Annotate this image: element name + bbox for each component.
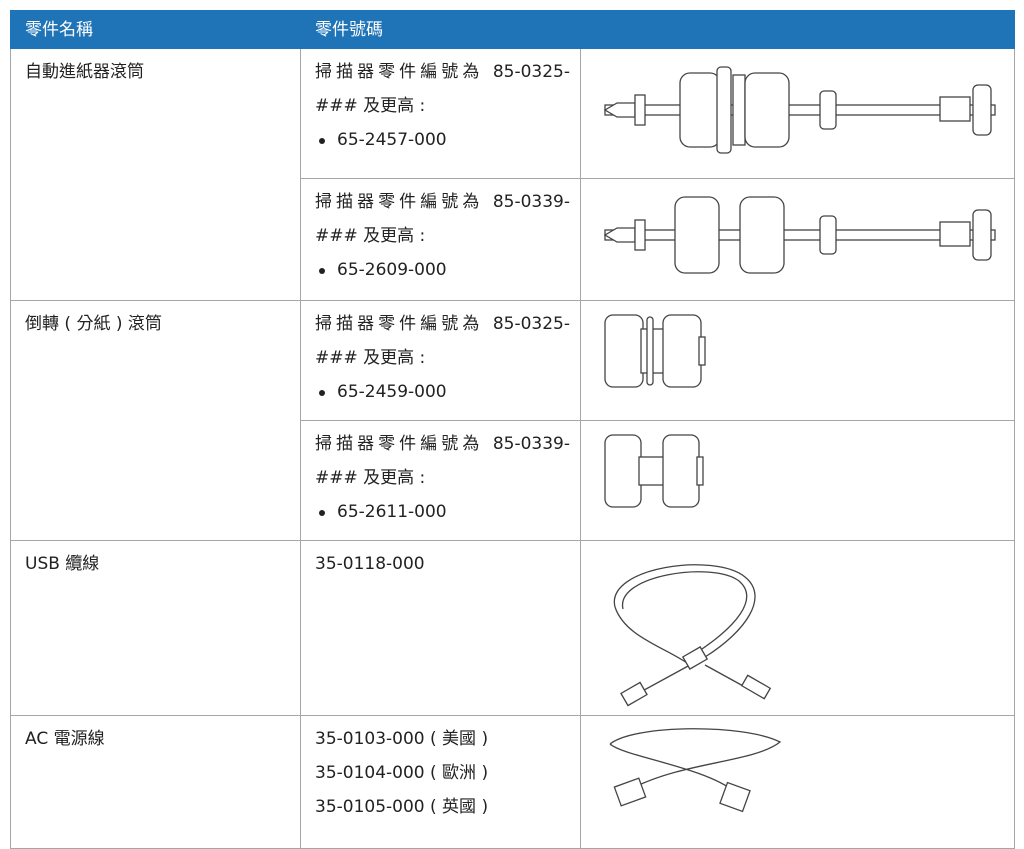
parts-table: 零件名稱 零件號碼 自動進紙器滾筒 掃描器零件編號為 85-0325-### 及…: [10, 10, 1015, 849]
part-number: 掃描器零件編號為 85-0325-### 及更高 :: [315, 62, 570, 116]
roller-image: [604, 314, 706, 388]
part-number-cell: 掃描器零件編號為 85-0325-### 及更高 : 65-2459-000: [300, 300, 581, 421]
power-cord-image: [609, 728, 782, 813]
image-cell: [580, 420, 1015, 541]
image-cell: [580, 300, 1015, 421]
bullet-item: 65-2459-000: [315, 375, 570, 409]
part-number: 掃描器零件編號為 85-0339-### 及更高 :: [315, 434, 570, 488]
header-row: 零件名稱 零件號碼: [10, 10, 1015, 49]
row: 掃描器零件編號為 85-0339-### 及更高 : 65-2611-000: [11, 420, 1015, 541]
part-name: 倒轉 ( 分紙 ) 滾筒: [10, 300, 301, 541]
bullet-item: 65-2609-000: [315, 253, 570, 287]
part-name: AC 電源線: [10, 715, 301, 849]
roller-image: [604, 434, 704, 508]
usb-cable-image: [613, 564, 772, 707]
row: AC 電源線 35-0103-000 ( 美國 ) 35-0104-000 ( 歐…: [10, 715, 1015, 849]
row: 倒轉 ( 分紙 ) 滾筒 掃描器零件編號為 85-0325-### 及更高 : 6…: [10, 300, 1015, 541]
part-number-cell: 35-0118-000: [300, 540, 581, 716]
part-number-cell: 掃描器零件編號為 85-0339-### 及更高 : 65-2611-000: [300, 420, 581, 541]
part-number-cell: 35-0103-000 ( 美國 ) 35-0104-000 ( 歐洲 ) 35-0…: [300, 715, 581, 849]
image-cell: [580, 178, 1015, 301]
part-number: 35-0118-000: [315, 554, 425, 574]
header-cell: 零件號碼: [300, 10, 581, 49]
part-number: 掃描器零件編號為 85-0325-### 及更高 :: [315, 314, 570, 368]
row: USB 纜線 35-0118-000: [10, 540, 1015, 716]
bullet-item: 65-2611-000: [315, 495, 570, 529]
part-number-cell: 掃描器零件編號為 85-0339-### 及更高 : 65-2609-000: [300, 178, 581, 301]
roller-image: [603, 196, 996, 274]
header-cell: [580, 10, 1015, 49]
part-number: 掃描器零件編號為 85-0339-### 及更高 :: [315, 192, 570, 246]
part-name: 自動進紙器滾筒: [10, 48, 301, 301]
part-number: 35-0103-000 ( 美國 ): [315, 729, 489, 749]
part-number: 35-0105-000 ( 英國 ): [315, 797, 489, 817]
part-number: 35-0104-000 ( 歐洲 ): [315, 763, 489, 783]
image-cell: [580, 48, 1015, 179]
row: 掃描器零件編號為 85-0339-### 及更高 : 65-2609-000: [11, 178, 1015, 301]
image-cell: [580, 540, 1015, 716]
part-number-cell: 掃描器零件編號為 85-0325-### 及更高 : 65-2457-000: [300, 48, 581, 179]
image-cell: [580, 715, 1015, 849]
roller-image: [603, 66, 996, 154]
part-name: USB 纜線: [10, 540, 301, 716]
bullet-item: 65-2457-000: [315, 123, 570, 157]
row: 自動進紙器滾筒 掃描器零件編號為 85-0325-### 及更高 : 65-245…: [10, 48, 1015, 301]
header-cell: 零件名稱: [10, 10, 301, 49]
